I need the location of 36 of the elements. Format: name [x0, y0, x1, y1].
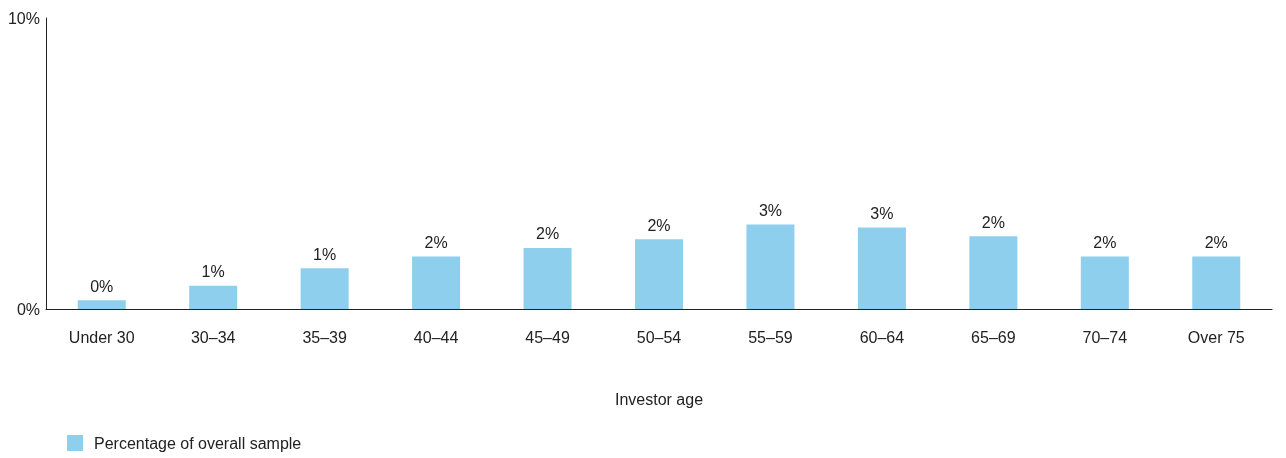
bar — [857, 227, 906, 309]
data-label: 2% — [1204, 234, 1228, 252]
data-label: 1% — [201, 263, 225, 281]
x-tick-label: 45–49 — [525, 328, 570, 346]
data-label: 0% — [90, 277, 114, 295]
bar — [300, 268, 349, 309]
x-tick-label: 60–64 — [859, 328, 905, 346]
x-tick-label: 70–74 — [1082, 328, 1128, 346]
bar — [77, 300, 126, 309]
x-tick-label: Under 30 — [68, 328, 135, 346]
x-tick-label: 50–54 — [636, 328, 682, 346]
data-label: 1% — [313, 245, 337, 263]
bar — [1192, 256, 1241, 309]
bar — [523, 247, 572, 309]
bar — [635, 239, 683, 309]
legend-label: Percentage of overall sample — [94, 434, 302, 452]
x-tick-label: 55–59 — [748, 328, 793, 346]
bar — [746, 224, 795, 309]
x-tick-label: 35–39 — [302, 328, 347, 346]
x-axis-title: Investor age — [614, 390, 704, 408]
data-label: 2% — [535, 225, 560, 243]
data-label: 2% — [647, 216, 671, 234]
y-tick-label: 10% — [7, 9, 40, 27]
data-label: 2% — [1093, 234, 1117, 252]
x-tick-label: Over 75 — [1187, 328, 1245, 346]
x-tick-label: 30–34 — [190, 328, 236, 346]
data-label: 2% — [981, 213, 1005, 231]
data-label: 3% — [758, 202, 783, 220]
x-tick-label: 40–44 — [413, 328, 459, 346]
data-label: 3% — [870, 205, 894, 223]
bar — [969, 236, 1018, 309]
bar — [1080, 256, 1129, 309]
bar — [189, 285, 238, 309]
bar — [412, 256, 461, 309]
data-label: 2% — [424, 234, 448, 252]
x-tick-label: 65–69 — [971, 328, 1016, 346]
